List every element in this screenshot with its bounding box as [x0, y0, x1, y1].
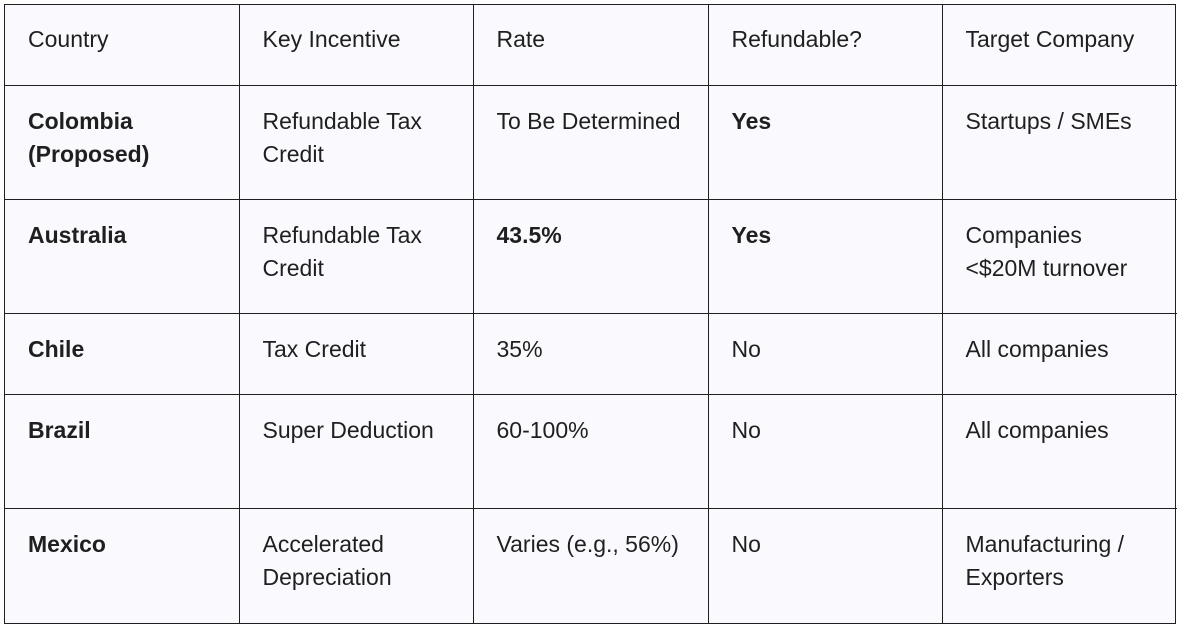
cell-key-incentive: Refundable Tax Credit: [238, 198, 474, 314]
incentives-table-container: Country Key Incentive Rate Refundable? T…: [4, 4, 1177, 624]
cell-rate: 43.5%: [472, 198, 709, 314]
cell-rate: 60-100%: [472, 394, 709, 510]
header-target-company: Target Company: [941, 5, 1177, 86]
cell-key-incentive: Tax Credit: [238, 312, 474, 396]
cell-key-incentive: Super Deduction: [238, 394, 474, 510]
cell-target-company: Startups / SMEs: [941, 85, 1177, 200]
cell-country: Brazil: [5, 394, 240, 510]
cell-refundable: No: [707, 312, 943, 396]
cell-rate: 35%: [472, 312, 709, 396]
header-rate: Rate: [472, 5, 709, 86]
cell-key-incentive: Accelerated Depreciation: [238, 508, 474, 623]
incentives-table: Country Key Incentive Rate Refundable? T…: [5, 5, 1177, 623]
cell-refundable: No: [707, 394, 943, 510]
cell-refundable: Yes: [707, 85, 943, 200]
header-key-incentive: Key Incentive: [238, 5, 474, 86]
cell-country: Mexico: [5, 508, 240, 623]
cell-country: Australia: [5, 198, 240, 314]
header-refundable: Refundable?: [707, 5, 943, 86]
table-row: Mexico Accelerated Depreciation Varies (…: [5, 508, 1177, 623]
cell-rate: Varies (e.g., 56%): [472, 508, 709, 623]
cell-refundable: Yes: [707, 198, 943, 314]
cell-refundable: No: [707, 508, 943, 623]
table-row: Chile Tax Credit 35% No All companies: [5, 312, 1177, 396]
table-header-row: Country Key Incentive Rate Refundable? T…: [5, 5, 1177, 86]
header-country: Country: [5, 5, 240, 86]
cell-country: Colombia (Proposed): [5, 85, 240, 200]
cell-target-company: All companies: [941, 312, 1177, 396]
table-row: Colombia (Proposed) Refundable Tax Credi…: [5, 85, 1177, 200]
cell-target-company: All companies: [941, 394, 1177, 510]
cell-rate: To Be Determined: [472, 85, 709, 200]
cell-key-incentive: Refundable Tax Credit: [238, 85, 474, 200]
cell-country: Chile: [5, 312, 240, 396]
cell-target-company: Companies <$20M turnover: [941, 198, 1177, 314]
table-row: Brazil Super Deduction 60-100% No All co…: [5, 394, 1177, 510]
cell-target-company: Manufacturing / Exporters: [941, 508, 1177, 623]
table-row: Australia Refundable Tax Credit 43.5% Ye…: [5, 198, 1177, 314]
